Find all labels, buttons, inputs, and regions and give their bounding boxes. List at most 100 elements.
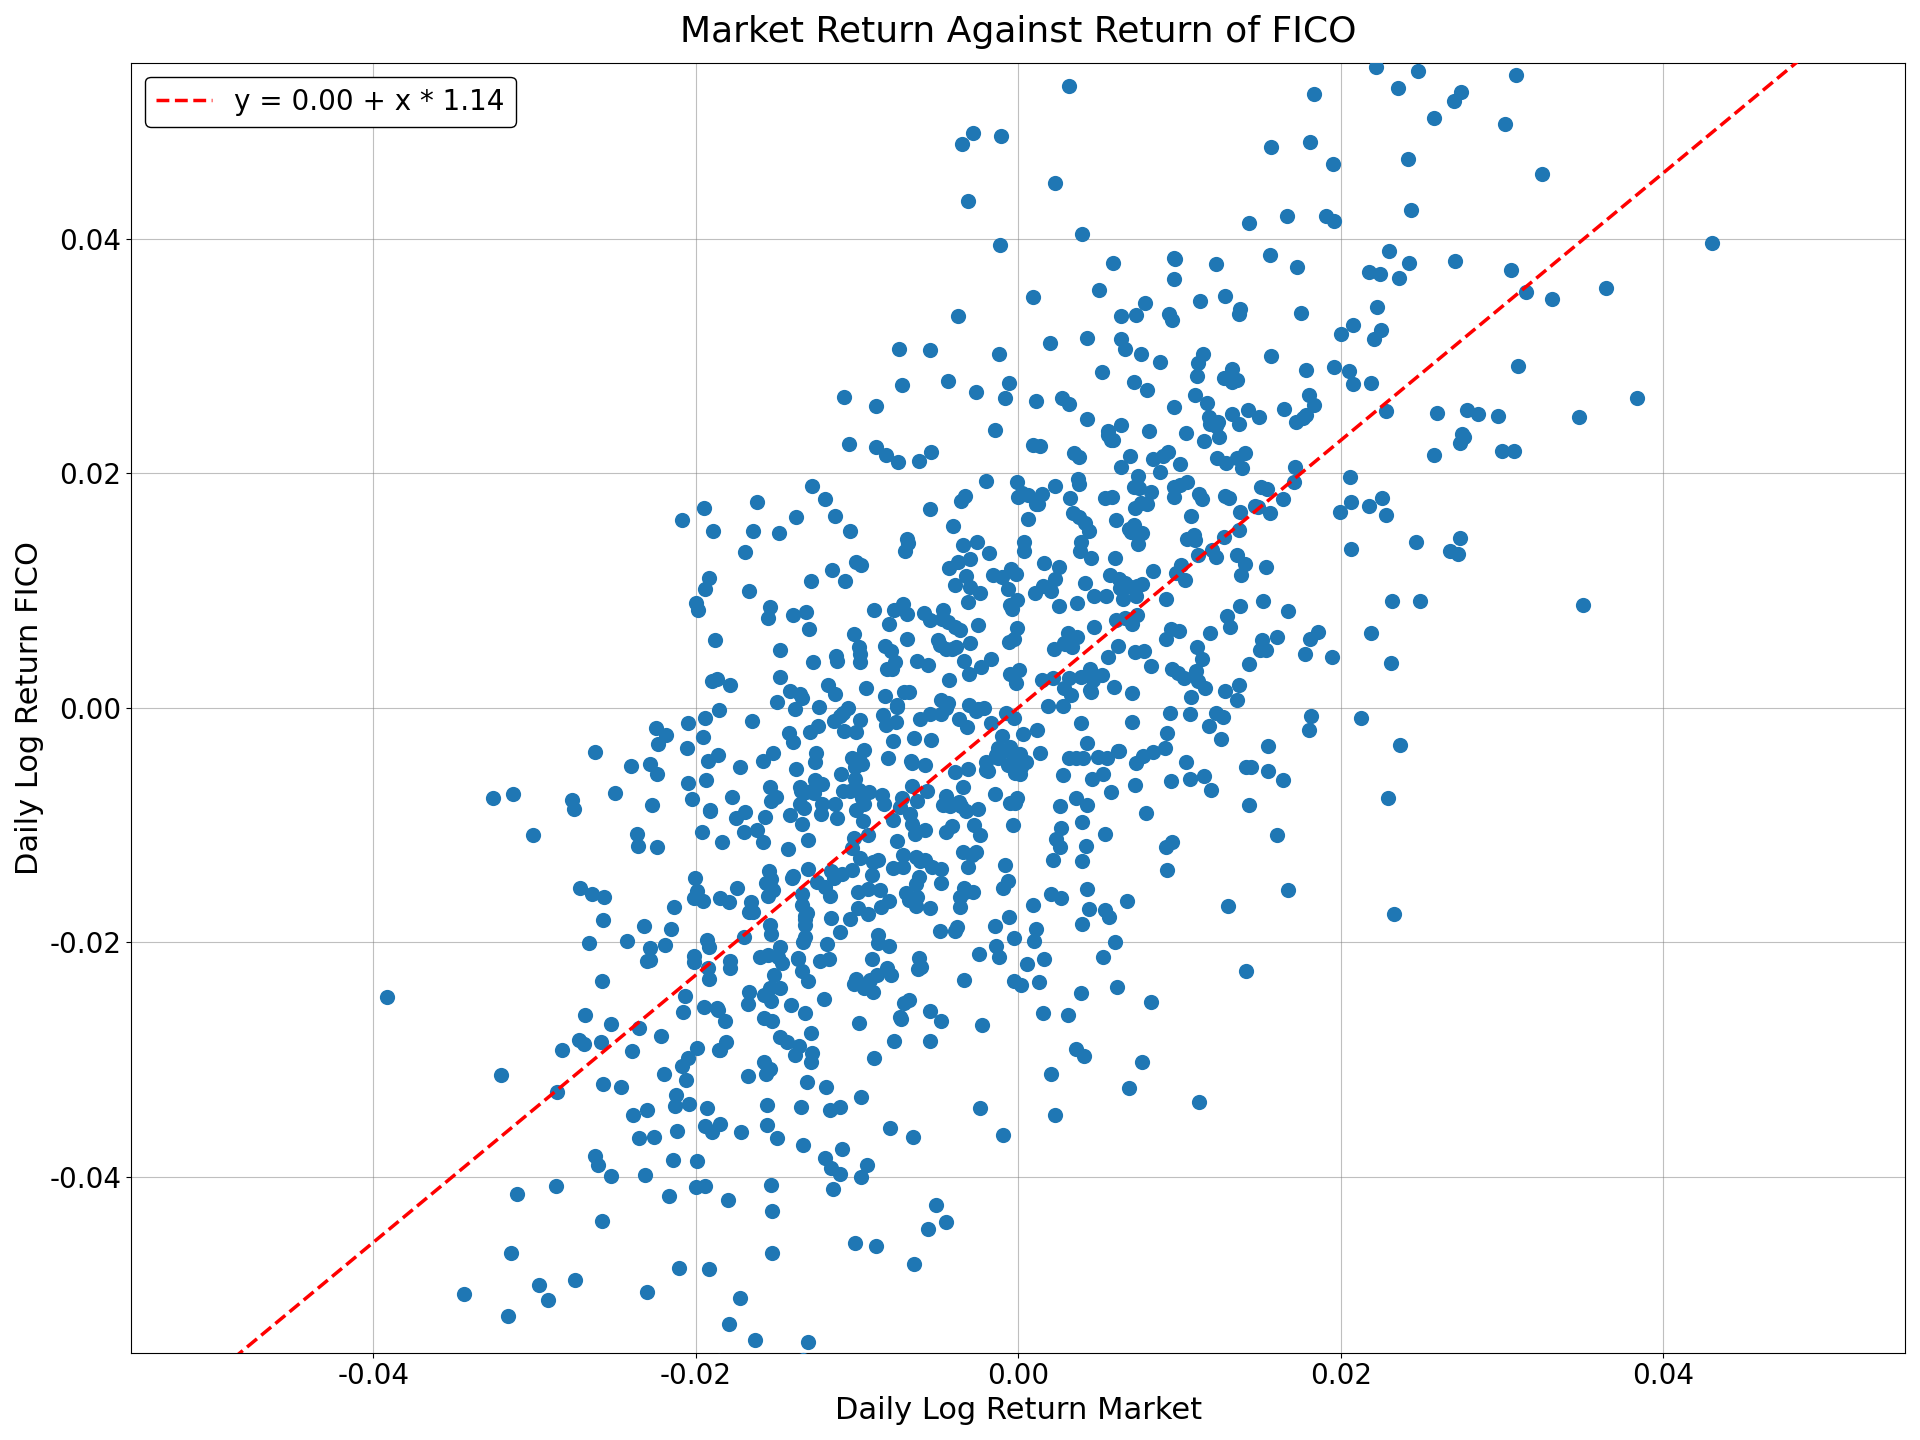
Point (958, 121, 989, 144)
Point (651, 935, 682, 958)
Point (1373, 239, 1404, 262)
Point (887, 855, 918, 878)
Point (1179, 523, 1210, 546)
Point (1267, 488, 1298, 511)
Point (843, 635, 874, 658)
Point (900, 873, 931, 896)
Point (1041, 474, 1071, 497)
Point (1233, 399, 1263, 422)
Point (964, 1096, 995, 1119)
Point (900, 886, 931, 909)
Point (1073, 520, 1104, 543)
Point (778, 603, 808, 626)
Point (1235, 793, 1265, 816)
Point (1154, 302, 1185, 325)
Point (893, 531, 924, 554)
Point (960, 841, 991, 864)
Point (1354, 495, 1384, 518)
Point (989, 852, 1020, 876)
Point (703, 1038, 733, 1061)
Point (847, 1086, 877, 1109)
Point (950, 881, 981, 904)
Point (983, 946, 1014, 969)
Point (881, 693, 912, 716)
Point (641, 716, 672, 739)
Point (1194, 412, 1225, 435)
Point (877, 857, 908, 880)
Point (998, 969, 1029, 992)
Point (1012, 953, 1043, 976)
Point (1221, 688, 1252, 711)
Point (1127, 1050, 1158, 1073)
Point (1139, 448, 1169, 471)
Point (1206, 727, 1236, 750)
Point (874, 612, 904, 635)
Point (1169, 667, 1200, 690)
Point (662, 1119, 693, 1142)
Point (837, 837, 868, 860)
Point (1002, 589, 1033, 612)
Point (912, 1217, 943, 1240)
Point (914, 338, 945, 361)
Point (881, 696, 912, 719)
Point (1048, 677, 1079, 700)
Point (841, 720, 872, 743)
Point (925, 919, 956, 942)
Point (689, 577, 720, 600)
Point (1294, 130, 1325, 153)
Point (1304, 621, 1334, 644)
Point (486, 1063, 516, 1086)
Point (801, 870, 831, 893)
Point (1094, 563, 1125, 586)
Point (1162, 661, 1192, 684)
Point (822, 806, 852, 829)
Point (1233, 652, 1263, 675)
Point (814, 1099, 845, 1122)
Point (1050, 632, 1081, 655)
Point (689, 995, 720, 1018)
Point (1154, 701, 1185, 724)
Point (852, 903, 883, 926)
Point (693, 750, 724, 773)
Point (1002, 616, 1033, 639)
Point (1384, 266, 1415, 289)
Point (816, 559, 847, 582)
Point (929, 636, 960, 660)
Point (1046, 694, 1077, 717)
Point (785, 683, 816, 706)
Point (1254, 760, 1284, 783)
Point (970, 696, 1000, 719)
Point (1223, 302, 1254, 325)
Point (879, 598, 910, 621)
Point (1273, 204, 1304, 228)
Point (1054, 393, 1085, 416)
Point (897, 775, 927, 798)
Point (766, 952, 797, 975)
Point (630, 1164, 660, 1187)
Point (1144, 351, 1175, 374)
Point (1290, 359, 1321, 382)
Point (876, 1116, 906, 1139)
Point (1054, 75, 1085, 98)
Point (902, 958, 933, 981)
Point (668, 1001, 699, 1024)
Point (914, 999, 945, 1022)
Point (1066, 912, 1096, 935)
Point (787, 687, 818, 710)
Point (1041, 1103, 1071, 1126)
Point (872, 956, 902, 979)
Point (931, 697, 962, 720)
Point (1486, 439, 1517, 462)
Point (1075, 547, 1106, 570)
Point (1119, 497, 1150, 520)
Point (1354, 261, 1384, 284)
Point (948, 534, 979, 557)
Point (872, 444, 902, 467)
Point (925, 703, 956, 726)
Point (764, 976, 795, 999)
Point (649, 1063, 680, 1086)
Point (1002, 485, 1033, 508)
Point (1212, 605, 1242, 628)
Point (666, 508, 697, 531)
Point (833, 432, 864, 455)
